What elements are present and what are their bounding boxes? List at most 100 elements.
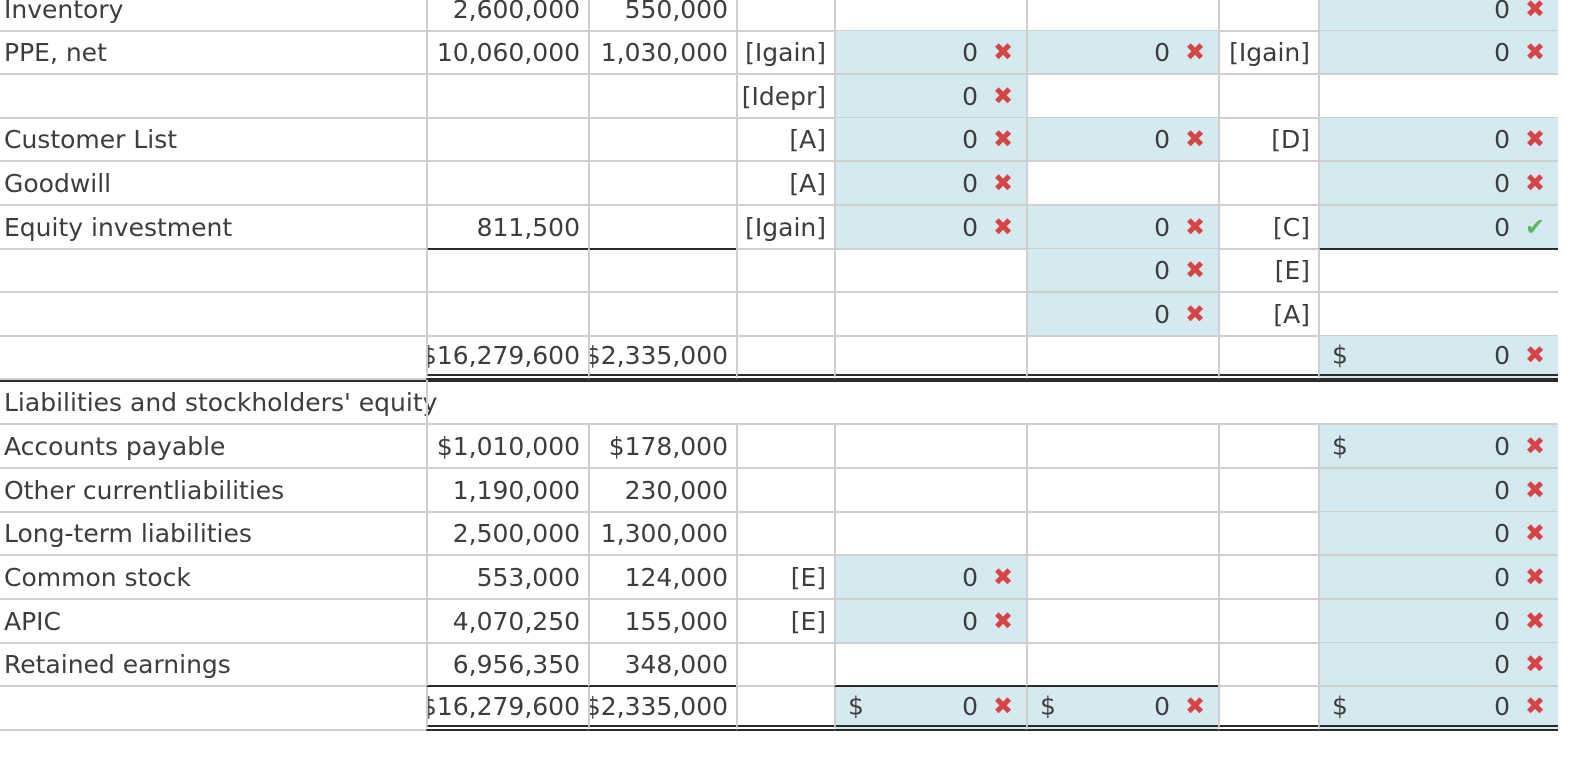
dr-input-cell[interactable]: 0 ✖ [834,118,1026,162]
adjustment-code [1218,600,1318,644]
row-label: Accounts payable [0,425,426,469]
cell-text: [Igain] [1229,37,1310,67]
cr-input-cell [1026,512,1218,556]
dr-input-cell[interactable]: 0 ✖ [834,31,1026,75]
cons-input-cell[interactable]: 0 ✖ [1318,556,1558,600]
cr-input-cell [1026,556,1218,600]
section-header-row: Liabilities and stockholders' equity [0,380,1582,425]
answer-value: 0 [1154,212,1170,242]
row-label: Inventory [0,0,426,32]
cross-mark-icon: ✖ [992,607,1014,635]
sub-amount: $2,335,000 [588,687,736,731]
sub-amount: 1,300,000 [588,512,736,556]
dr-input-cell[interactable]: 0 ✖ [834,600,1026,644]
cons-input-cell[interactable]: 0 ✔ [1318,206,1558,250]
cell-text: [Igain] [745,212,826,242]
cons-input-cell[interactable]: 0 ✖ [1318,31,1558,75]
cr-input-cell[interactable]: $0 ✖ [1026,687,1218,731]
adjustment-code [1218,0,1318,32]
cell-text: 2,600,000 [452,0,580,24]
parent-amount: 6,956,350 [426,643,588,687]
dr-input-cell [834,643,1026,687]
dr-input-cell[interactable]: 0 ✖ [834,162,1026,206]
cross-mark-icon: ✖ [1184,300,1206,328]
cons-input-cell [1318,75,1558,119]
cell-text: $16,279,600 [426,340,580,370]
account-name: Retained earnings [4,649,231,679]
adjustment-code: [Igain] [736,31,834,75]
cons-input-cell[interactable]: 0 ✖ [1318,162,1558,206]
cr-input-cell[interactable]: 0 ✖ [1026,118,1218,162]
cell-text: [C] [1273,212,1310,242]
sub-amount: 348,000 [588,643,736,687]
adjustment-code: [Igain] [1218,31,1318,75]
answer-value: 0 [1494,518,1510,548]
table-row: $16,279,600 $2,335,000 $0 ✖ [0,336,1582,380]
cross-mark-icon: ✖ [1184,256,1206,284]
adjustment-code [736,249,834,293]
cons-input-cell[interactable]: $0 ✖ [1318,425,1558,469]
cons-input-cell[interactable]: $0 ✖ [1318,336,1558,380]
answer-value: 0 [1154,37,1170,67]
row-label: Long-term liabilities [0,512,426,556]
parent-amount [426,162,588,206]
dr-input-cell[interactable]: 0 ✖ [834,75,1026,119]
cross-mark-icon: ✖ [992,38,1014,66]
cons-input-cell [1318,293,1558,337]
parent-amount: 2,600,000 [426,0,588,32]
check-mark-icon: ✔ [1524,213,1546,241]
answer-value: 0 [962,212,978,242]
cr-input-cell[interactable]: 0 ✖ [1026,206,1218,250]
cons-input-cell[interactable]: 0 ✖ [1318,118,1558,162]
dr-input-cell[interactable]: $0 ✖ [834,687,1026,731]
answer-value: 0 [1154,299,1170,329]
dr-input-cell[interactable]: 0 ✖ [834,556,1026,600]
adjustment-code: [E] [736,600,834,644]
table-row: Common stock 553,000 124,000 [E] 0 ✖ 0 ✖ [0,556,1582,600]
cross-mark-icon: ✖ [1524,38,1546,66]
cons-input-cell[interactable]: 0 ✖ [1318,643,1558,687]
cons-input-cell[interactable]: 0 ✖ [1318,512,1558,556]
cons-input-cell[interactable]: 0 ✖ [1318,600,1558,644]
dollar-sign: $ [1332,340,1348,370]
adjustment-code [1218,469,1318,513]
adjustment-code [736,425,834,469]
cons-input-cell[interactable]: 0 ✖ [1318,469,1558,513]
adjustment-code [736,469,834,513]
cons-input-cell[interactable]: $0 ✖ [1318,687,1558,731]
account-name: APIC [4,606,62,636]
cross-mark-icon: ✖ [1524,125,1546,153]
adjustment-code: [E] [736,556,834,600]
sub-amount: 1,030,000 [588,31,736,75]
cr-input-cell[interactable]: 0 ✖ [1026,293,1218,337]
dr-input-cell [834,293,1026,337]
cr-input-cell[interactable]: 0 ✖ [1026,249,1218,293]
cell-text: [A] [789,124,826,154]
cross-mark-icon: ✖ [1524,692,1546,720]
answer-value: 0 [962,168,978,198]
dr-input-cell[interactable]: 0 ✖ [834,206,1026,250]
cr-input-cell[interactable]: 0 ✖ [1026,31,1218,75]
adjustment-code: [Idepr] [736,75,834,119]
sub-amount: 550,000 [588,0,736,32]
account-name: Accounts payable [4,431,226,461]
sub-amount [588,118,736,162]
row-label: Goodwill [0,162,426,206]
cr-input-cell [1026,0,1218,32]
cons-input-cell[interactable]: 0 ✖ [1318,0,1558,32]
answer-value: 0 [1494,649,1510,679]
row-label: APIC [0,600,426,644]
answer-value: 0 [1494,168,1510,198]
table-row: Inventory 2,600,000 550,000 0 ✖ [0,0,1582,32]
cell-text: $2,335,000 [588,691,728,721]
row-label [0,75,426,119]
cross-mark-icon: ✖ [1524,519,1546,547]
table-row: Equity investment 811,500 [Igain] 0 ✖ 0 ✖ [C] 0 ✔ [0,206,1582,250]
adjustment-code: [Igain] [736,206,834,250]
cross-mark-icon: ✖ [1184,692,1206,720]
adjustment-code [736,0,834,32]
cross-mark-icon: ✖ [1524,563,1546,591]
table-row: [Idepr] 0 ✖ [0,75,1582,119]
parent-amount: 553,000 [426,556,588,600]
cell-text: 550,000 [624,0,728,24]
